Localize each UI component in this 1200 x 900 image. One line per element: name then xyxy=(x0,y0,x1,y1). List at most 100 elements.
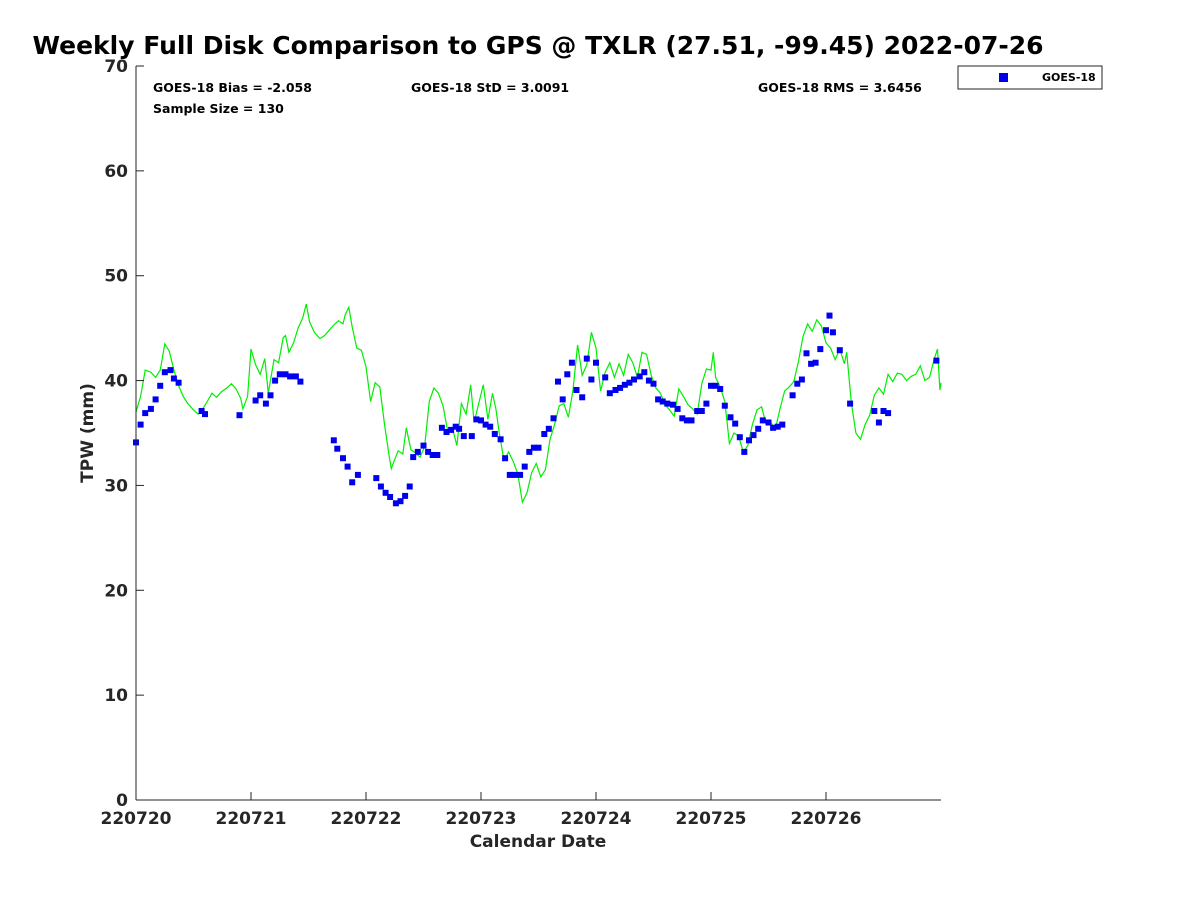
y-tick-label: 50 xyxy=(104,267,128,287)
goes-18-point xyxy=(456,425,463,432)
x-tick-label: 220723 xyxy=(446,809,517,829)
goes-18-point xyxy=(774,423,781,430)
goes-18-point xyxy=(817,346,824,353)
goes-18-point xyxy=(564,371,571,378)
y-tick-label: 70 xyxy=(104,57,128,77)
goes-18-point xyxy=(829,329,836,336)
x-ticks: 220720 220721 220722 220723 220724 220725 2207… xyxy=(101,792,861,829)
goes-18-point xyxy=(812,359,819,366)
goes-18-point xyxy=(272,377,279,384)
goes-18-point xyxy=(530,444,537,451)
goes-18-point xyxy=(282,371,289,378)
goes-18-point xyxy=(880,408,887,414)
goes-18-point xyxy=(679,415,686,422)
goes-18-point xyxy=(885,410,892,417)
goes-18-point xyxy=(452,423,459,430)
goes-18-point xyxy=(683,417,690,424)
stat-std: GOES-18 StD = 3.0091 xyxy=(411,80,569,95)
goes-18-point xyxy=(721,402,728,409)
goes-18-point xyxy=(770,424,777,431)
goes-18-point xyxy=(410,454,417,461)
goes-18-point xyxy=(559,396,566,403)
y-tick-label: 40 xyxy=(104,372,128,392)
goes-18-point xyxy=(655,396,662,403)
goes-18-point xyxy=(808,360,815,367)
goes-18-point xyxy=(759,417,766,424)
goes-18-point xyxy=(377,483,384,490)
goes-18-point xyxy=(933,357,940,364)
goes-18-point xyxy=(555,378,561,385)
goes-18-point xyxy=(789,392,796,399)
goes-18-point xyxy=(406,483,413,490)
plot-background xyxy=(136,66,941,800)
goes-18-point xyxy=(434,452,441,458)
goes-18-point xyxy=(765,419,772,426)
goes-18-point xyxy=(606,390,613,397)
goes-18-point xyxy=(803,350,810,357)
goes-18-point xyxy=(535,444,542,451)
goes-18-point xyxy=(583,355,590,362)
goes-18-point xyxy=(344,463,351,470)
goes-18-point xyxy=(152,396,159,403)
goes-18-point xyxy=(732,420,739,427)
goes-18-point xyxy=(287,373,294,380)
goes-18-point xyxy=(236,412,243,419)
goes-18-point xyxy=(262,400,269,407)
goes-18-point xyxy=(836,347,843,354)
goes-18-point xyxy=(297,378,304,385)
goes-18-point xyxy=(473,416,480,423)
goes-18-point xyxy=(779,421,786,428)
goes-18-point xyxy=(502,455,509,462)
goes-18-point xyxy=(157,382,164,389)
x-tick-label: 220724 xyxy=(561,809,632,829)
gps-series-line xyxy=(135,303,942,505)
goes-18-point xyxy=(664,400,671,407)
goes-18-point xyxy=(688,417,695,424)
y-ticks: 0 10 20 30 40 50 60 70 xyxy=(104,57,144,811)
goes-18-point xyxy=(276,371,283,378)
goes-18-point xyxy=(875,419,882,426)
goes-18-point xyxy=(420,442,427,449)
goes-18-point xyxy=(659,398,666,405)
goes-18-point xyxy=(397,498,404,505)
goes-18-point xyxy=(712,382,719,389)
goes-18-point xyxy=(267,392,274,399)
goes-18-point xyxy=(626,379,633,386)
goes-18-point xyxy=(443,429,450,435)
goes-18-point xyxy=(636,373,643,380)
goes-18-point xyxy=(568,359,575,366)
goes-18-point xyxy=(387,494,394,500)
goes-18-point xyxy=(170,375,177,382)
goes-18-point xyxy=(727,414,734,421)
goes-18-point xyxy=(750,432,757,439)
goes-18-point xyxy=(414,448,421,455)
goes-18-point xyxy=(573,387,580,393)
goes-18-point xyxy=(167,367,174,374)
goes-18-point xyxy=(612,387,619,393)
goes-18-point xyxy=(736,434,743,441)
goes-18-point xyxy=(631,376,637,383)
goes-18-point xyxy=(142,410,149,417)
goes-18-point xyxy=(545,425,552,432)
plot-area xyxy=(136,66,941,800)
stat-sample-size: Sample Size = 130 xyxy=(153,101,284,116)
x-tick-label: 220720 xyxy=(101,809,172,829)
goes-18-point xyxy=(330,437,337,444)
legend: GOES-18 xyxy=(957,65,1103,90)
goes-18-point xyxy=(252,397,259,404)
goes-18-point xyxy=(517,471,524,478)
goes-18-point xyxy=(826,312,833,319)
goes-18-point xyxy=(198,408,205,414)
goes-18-point xyxy=(521,463,528,470)
y-tick-label: 10 xyxy=(104,686,128,706)
y-tick-label: 60 xyxy=(104,162,128,182)
goes-18-point xyxy=(147,405,154,412)
goes-18-point xyxy=(340,455,346,462)
goes-18-point xyxy=(506,471,513,478)
goes-18-point xyxy=(755,425,762,432)
goes-18-point xyxy=(292,373,299,380)
goes-18-point xyxy=(541,431,548,437)
goes-18-point xyxy=(588,376,595,383)
goes-18-point xyxy=(847,400,854,407)
